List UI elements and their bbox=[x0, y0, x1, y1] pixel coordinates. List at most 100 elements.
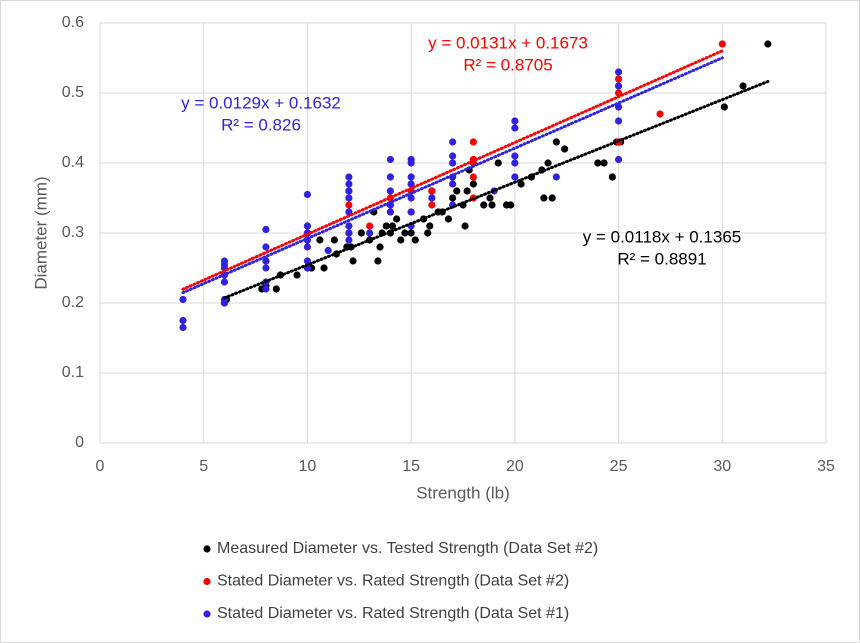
data-point bbox=[480, 201, 488, 209]
x-tick-label: 35 bbox=[817, 458, 835, 475]
x-tick-label: 20 bbox=[506, 458, 524, 475]
data-point bbox=[511, 152, 519, 160]
data-point bbox=[366, 229, 374, 237]
data-point bbox=[179, 323, 187, 332]
data-point bbox=[488, 201, 496, 209]
y-tick-label: 0.5 bbox=[62, 84, 84, 101]
x-tick-label: 5 bbox=[199, 458, 208, 475]
data-point bbox=[614, 155, 623, 164]
legend-label: Stated Diameter vs. Rated Strength (Data… bbox=[217, 605, 569, 622]
trendline-r2: R² = 0.826 bbox=[221, 115, 301, 134]
data-point bbox=[388, 222, 397, 230]
data-point bbox=[407, 155, 415, 164]
data-point bbox=[544, 159, 552, 167]
legend-label: Measured Diameter vs. Tested Strength (D… bbox=[217, 540, 598, 557]
data-point bbox=[444, 215, 453, 223]
data-point bbox=[393, 215, 401, 223]
data-point bbox=[179, 295, 187, 304]
legend-label: Stated Diameter vs. Rated Strength (Data… bbox=[217, 573, 569, 590]
data-point bbox=[739, 82, 747, 90]
data-point bbox=[303, 190, 312, 199]
data-point bbox=[449, 152, 457, 160]
data-point bbox=[463, 187, 471, 195]
data-point bbox=[386, 208, 394, 216]
trendline bbox=[181, 56, 724, 295]
data-point bbox=[494, 159, 502, 167]
data-point bbox=[320, 264, 328, 272]
data-point bbox=[614, 89, 623, 97]
data-point bbox=[357, 229, 365, 237]
data-point bbox=[511, 124, 519, 132]
data-point bbox=[262, 257, 270, 265]
x-tick-label: 0 bbox=[96, 458, 105, 475]
data-point bbox=[469, 180, 477, 188]
data-point bbox=[303, 222, 312, 230]
trendline bbox=[181, 49, 724, 291]
data-point bbox=[469, 173, 477, 181]
data-point bbox=[407, 194, 415, 202]
data-point bbox=[552, 138, 560, 146]
data-point bbox=[262, 285, 270, 293]
x-tick-label: 30 bbox=[713, 458, 731, 475]
trendline-equation: y = 0.0118x + 0.1365 bbox=[583, 227, 741, 246]
data-point bbox=[366, 222, 374, 230]
data-point bbox=[552, 173, 560, 181]
data-point bbox=[764, 40, 772, 48]
data-point bbox=[608, 173, 616, 181]
data-point bbox=[426, 222, 434, 230]
data-point bbox=[407, 208, 415, 216]
data-point bbox=[330, 236, 338, 244]
data-point bbox=[345, 222, 353, 230]
y-tick-label: 0.2 bbox=[62, 294, 84, 311]
data-point bbox=[614, 117, 623, 125]
y-tick-label: 0.1 bbox=[62, 364, 84, 381]
data-point bbox=[561, 145, 569, 153]
trendline-equation: y = 0.0131x + 0.1673 bbox=[428, 33, 588, 52]
data-point bbox=[349, 257, 357, 265]
data-point bbox=[262, 243, 270, 251]
data-point bbox=[272, 285, 280, 293]
legend-marker bbox=[203, 610, 211, 618]
data-point bbox=[345, 180, 353, 188]
data-point bbox=[345, 236, 353, 244]
y-tick-label: 0.6 bbox=[62, 14, 84, 31]
data-point bbox=[540, 194, 548, 202]
y-tick-label: 0 bbox=[75, 434, 84, 451]
data-point bbox=[614, 82, 623, 90]
y-tick-label: 0.3 bbox=[62, 224, 84, 241]
data-point bbox=[303, 243, 312, 251]
data-point bbox=[324, 246, 332, 255]
y-tick-label: 0.4 bbox=[62, 154, 84, 171]
data-point bbox=[594, 159, 602, 167]
data-point bbox=[262, 264, 270, 272]
data-point bbox=[614, 75, 623, 83]
x-axis-title: Strength (lb) bbox=[416, 483, 510, 502]
data-point bbox=[407, 229, 415, 237]
data-point bbox=[718, 40, 726, 48]
data-point bbox=[386, 187, 394, 195]
data-point bbox=[386, 155, 394, 164]
data-point bbox=[345, 229, 353, 237]
data-point bbox=[407, 180, 415, 188]
data-point bbox=[220, 278, 229, 286]
data-point bbox=[345, 194, 353, 202]
data-point bbox=[720, 103, 728, 111]
data-point bbox=[382, 222, 390, 230]
data-point bbox=[449, 194, 457, 202]
data-point bbox=[600, 159, 608, 167]
data-point bbox=[449, 180, 457, 188]
x-tick-label: 25 bbox=[610, 458, 628, 475]
data-point bbox=[507, 201, 515, 209]
data-point bbox=[517, 180, 525, 188]
data-point bbox=[220, 257, 229, 265]
data-point bbox=[345, 187, 353, 195]
data-point bbox=[401, 229, 409, 237]
data-point bbox=[548, 194, 556, 202]
trendline bbox=[222, 79, 770, 300]
data-point bbox=[293, 271, 301, 279]
data-point bbox=[179, 316, 187, 325]
data-point bbox=[461, 222, 469, 230]
data-point bbox=[469, 138, 477, 146]
